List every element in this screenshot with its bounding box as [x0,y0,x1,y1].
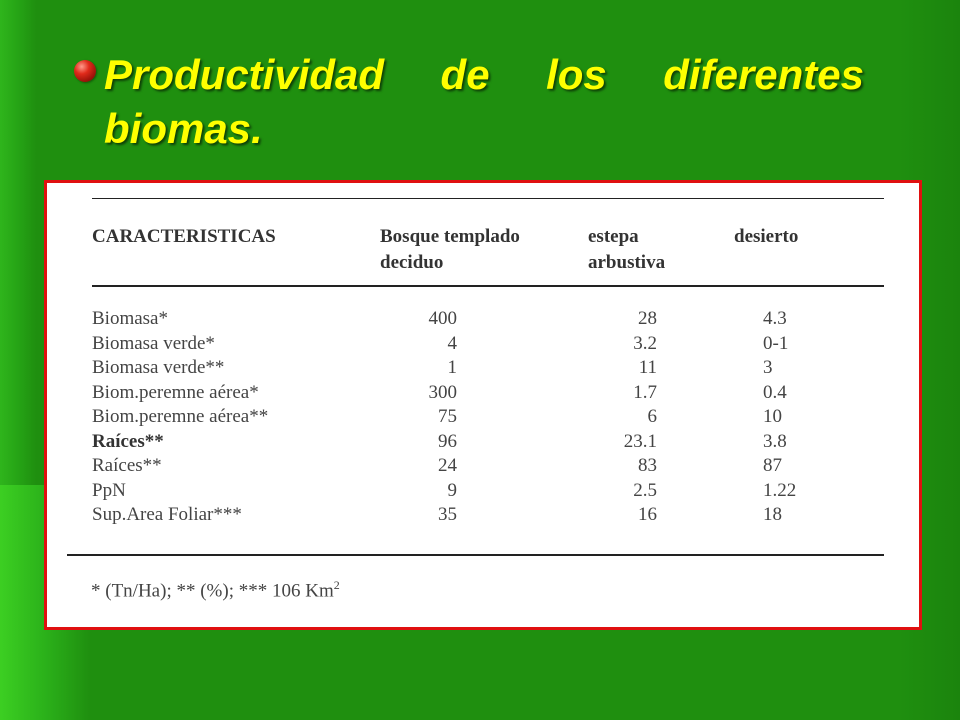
cell-desierto: 0.4 [763,381,787,403]
header-desierto: desierto [734,226,799,247]
row-label: PpN [92,479,126,501]
footnote-text: * (Tn/Ha); ** (%); *** 106 Km [91,580,334,602]
cell-estepa: 2.5 [633,479,657,501]
row-label: Raíces** [92,430,164,452]
row-label: Raíces** [92,455,162,476]
cell-bosque: 300 [428,381,458,403]
cell-desierto: 10 [763,406,782,427]
cell-desierto: 4.3 [763,308,787,329]
row-label: Biom.peremne aérea* [92,381,259,403]
cell-estepa: 11 [638,357,657,378]
cell-estepa: 28 [638,308,657,329]
cell-estepa: 83 [638,455,657,476]
row-label: Biom.peremne aérea** [92,406,269,427]
table-header-rule [92,285,884,287]
table-panel: CARACTERISTICAS Bosque templado deciduo … [44,180,922,630]
cell-estepa: 23.1 [623,430,657,452]
cell-desierto: 18 [763,504,782,525]
slide-title: Productividad de los diferentes biomas. [104,51,864,152]
header-estepa-line2: arbustiva [588,252,666,273]
row-label: Biomasa verde* [92,332,215,354]
cell-bosque: 96 [438,430,457,452]
red-sphere-bullet-icon [74,60,96,82]
cell-bosque: 75 [438,406,457,427]
header-bosque-line1: Bosque templado [380,226,520,247]
cell-estepa: 16 [638,504,657,525]
cell-bosque: 35 [438,504,457,525]
cell-desierto: 3 [763,357,773,378]
cell-bosque: 400 [428,308,458,329]
cell-desierto: 1.22 [763,479,797,501]
cell-desierto: 3.8 [763,430,787,452]
row-label: Biomasa verde** [92,357,225,378]
cell-desierto: 0-1 [763,332,789,354]
cell-bosque: 9 [447,479,458,501]
cell-bosque: 4 [447,332,458,354]
table-bottom-rule [67,554,884,556]
table-top-rule [92,198,884,199]
header-bosque-line2: deciduo [380,252,444,273]
cell-estepa: 6 [647,406,658,427]
footnote-superscript: 2 [333,578,340,592]
cell-bosque: 24 [438,455,457,476]
table-footnote: * (Tn/Ha); ** (%); *** 106 Km2 [91,578,340,602]
cell-desierto: 87 [763,455,782,476]
cell-bosque: 1 [447,357,458,378]
cell-estepa: 3.2 [633,332,657,354]
header-estepa-line1: estepa [588,226,639,247]
header-caracteristicas: CARACTERISTICAS [92,226,276,247]
cell-estepa: 1.7 [633,381,657,403]
row-label: Sup.Area Foliar*** [92,504,242,525]
row-label: Biomasa* [92,308,168,329]
